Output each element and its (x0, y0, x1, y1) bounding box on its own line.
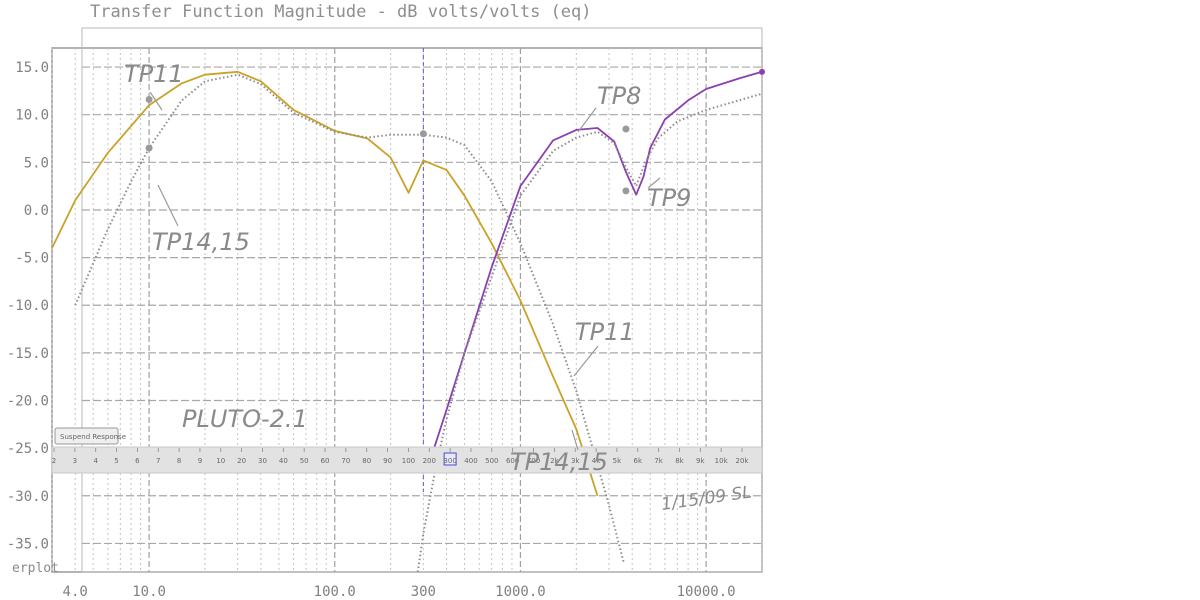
y-tick-label: 5.0 (24, 155, 49, 171)
y-axis-ticks: 15.0 10.0 5.0 0.0 -5.0 -10.0 -15.0 -20.0 -25.0 -3… (7, 60, 49, 552)
series-line-tp11 (51, 70, 599, 497)
erplot-label: erplot (12, 561, 59, 576)
leader-tp11-right (573, 345, 599, 377)
strip-tick-label: 200 (423, 457, 436, 465)
strip-tick-label: 2 (52, 457, 56, 465)
strip-tick-label: 90 (383, 457, 392, 465)
handwritten-annotations: TP11 TP14,15 TP8 TP9 TP11 TP14,15 PLUTO-… (124, 60, 753, 515)
series-marker (145, 144, 153, 152)
y-tick-label: -30.0 (7, 489, 49, 505)
annotation-tp8: TP8 (597, 82, 641, 110)
frequency-strip-ticks: 2 3 4 5 6 7 8 9 10 20 30 40 50 60 70 80 90 100 200 300 400 50… (52, 448, 750, 466)
strip-tick-label: 9k (696, 457, 705, 465)
y-tick-label: -10.0 (7, 298, 49, 314)
strip-tick-label: 500 (485, 457, 498, 465)
plot-series (51, 70, 763, 573)
strip-tick-label: 70 (341, 457, 350, 465)
strip-tick-label: 400 (464, 457, 477, 465)
annotation-tp9: TP9 (647, 184, 691, 212)
strip-selected-marker (443, 452, 457, 466)
strip-tick-label: 2k (550, 457, 559, 465)
frequency-strip[interactable]: 2 3 4 5 6 7 8 9 10 20 30 40 50 60 70 80 90 100 200 300 400 50… (51, 427, 763, 474)
series-marker (419, 130, 427, 138)
y-tick-label: -20.0 (7, 394, 49, 410)
suspend-response-label: Suspend Response (60, 433, 126, 441)
annotation-tp14-bottom: TP14,15 (510, 448, 608, 476)
series-line-tp14-15 (74, 73, 625, 563)
strip-tick-label: 40 (279, 457, 288, 465)
strip-tick-label: 3k (571, 457, 580, 465)
x-tick-label: 1000.0 (495, 584, 546, 600)
y-tick-label: -35.0 (7, 536, 49, 552)
series-marker (622, 187, 630, 195)
strip-tick-label: 20k (736, 457, 750, 465)
y-tick-label: -5.0 (15, 251, 49, 267)
strip-tick-label: 8k (675, 457, 684, 465)
suspend-response-button[interactable] (54, 427, 119, 445)
strip-tick-label: 10 (216, 457, 225, 465)
x-tick-label: 10000.0 (677, 584, 736, 600)
strip-tick-label: 6k (633, 457, 642, 465)
x-tick-label: 10.0 (132, 584, 166, 600)
strip-tick-label: 100 (402, 457, 415, 465)
frequency-strip-bar (51, 446, 763, 474)
strip-tick-label: 7k (654, 457, 663, 465)
y-tick-label: -15.0 (7, 346, 49, 362)
strip-tick-label: 8 (177, 457, 181, 465)
chart-title: Transfer Function Magnitude - dB volts/v… (90, 2, 592, 22)
plot-frame-inner (81, 27, 763, 573)
strip-tick-label: 3 (73, 457, 77, 465)
series-marker (622, 125, 630, 133)
y-tick-label: 0.0 (24, 203, 49, 219)
leader-tp11-top (149, 91, 163, 111)
plot-frame (51, 47, 763, 573)
series-marker (145, 95, 153, 103)
leader-tp8 (577, 107, 597, 133)
x-tick-label: 100.0 (314, 584, 356, 600)
strip-tick-label: 5k (613, 457, 622, 465)
strip-tick-label: 50 (300, 457, 309, 465)
strip-tick-label: 30 (258, 457, 267, 465)
annotation-tp11-right: TP11 (575, 318, 635, 346)
series-endpoint (759, 68, 765, 75)
x-axis-ticks: 4.0 10.0 100.0 300 1000.0 10000.0 (63, 584, 736, 600)
strip-tick-label: 7 (156, 457, 160, 465)
annotation-tp11-top: TP11 (124, 60, 184, 88)
x-tick-label: 300 (411, 584, 436, 600)
x-tick-label: 4.0 (63, 584, 88, 600)
strip-tick-label: 4 (93, 457, 98, 465)
strip-tick-label: 80 (362, 457, 371, 465)
plot-grid (51, 27, 763, 573)
strip-tick-label: 700 (527, 457, 540, 465)
strip-tick-label: 5 (114, 457, 118, 465)
strip-tick-label: 9 (198, 457, 202, 465)
y-tick-label: 10.0 (15, 108, 49, 124)
leader-tp14-bottom (571, 429, 579, 451)
series-line-tp8 (430, 70, 763, 458)
strip-tick-label: 600 (506, 457, 519, 465)
annotation-pluto: PLUTO-2.1 (182, 405, 308, 433)
strip-tick-label: 4k (592, 457, 601, 465)
leader-tp14-left (157, 184, 179, 227)
leader-tp9 (647, 177, 661, 189)
strip-tick-label: 300 (443, 457, 456, 465)
strip-tick-label: 60 (321, 457, 330, 465)
series-markers (145, 68, 765, 195)
y-tick-label: 15.0 (15, 60, 49, 76)
strip-tick-label: 10k (715, 457, 729, 465)
annotation-tp14-left: TP14,15 (152, 228, 250, 256)
y-tick-label: -25.0 (7, 441, 49, 457)
strip-tick-label: 6 (135, 457, 140, 465)
strip-tick-label: 20 (237, 457, 246, 465)
